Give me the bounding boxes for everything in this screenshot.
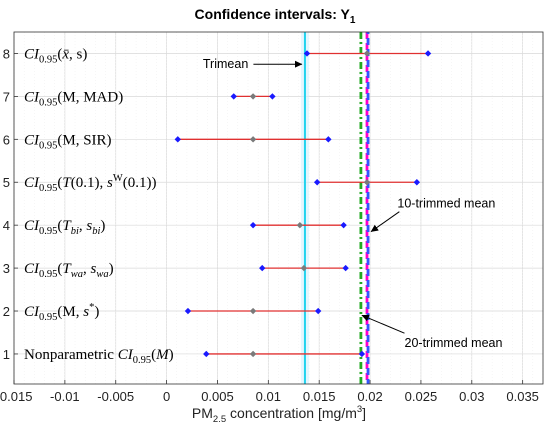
interval-label: CI0.95(Tbi, sbi) — [24, 218, 105, 237]
y-tick-label: 7 — [3, 89, 10, 104]
interval-low-marker — [184, 307, 192, 315]
annotation-text: 20-trimmed mean — [405, 336, 503, 350]
y-tick-label: 8 — [3, 46, 10, 61]
interval-mid-marker — [296, 221, 304, 229]
interval-high-marker — [424, 50, 432, 57]
annotation-text: Trimean — [203, 57, 248, 71]
x-tick-label: 0.035 — [506, 389, 539, 404]
x-tick-label: -0.015 — [0, 389, 32, 404]
x-tick-label: -0.005 — [97, 389, 134, 404]
chart-title: Confidence intervals: Y1 — [195, 6, 356, 26]
interval-mid-marker — [300, 264, 308, 272]
interval-low-marker — [203, 350, 210, 358]
x-axis-label: PM2.5 concentration [mg/m3] — [192, 404, 366, 425]
interval-low-marker — [259, 264, 266, 272]
annotations: Trimean 10-trimmed mean 20-trimmed mean — [203, 57, 503, 350]
interval-high-marker — [269, 93, 276, 100]
confidence-intervals — [174, 50, 432, 358]
x-tick-label: 0.005 — [201, 389, 234, 404]
y-tick-label: 5 — [3, 175, 10, 190]
interval-high-marker — [340, 221, 347, 229]
interval-high-marker — [314, 307, 322, 315]
y-tick-label: 2 — [3, 304, 10, 319]
x-axis-ticks: -0.015 -0.01 -0.005 0 0.005 0.01 0.015 0.02 0.02… — [0, 380, 539, 404]
x-tick-label: 0.025 — [405, 389, 438, 404]
interval-mid-marker — [363, 50, 371, 57]
interval-high-marker — [342, 264, 349, 272]
interval-mid-marker — [249, 136, 257, 143]
interval-low-marker — [313, 179, 321, 186]
interval-label: CI0.95(x̄, s) — [24, 46, 87, 65]
interval-low-marker — [249, 221, 257, 229]
interval-low-marker — [230, 93, 237, 100]
interval-label: CI0.95(M, MAD) — [24, 89, 123, 108]
x-tick-label: 0.01 — [256, 389, 281, 404]
interval-low-marker — [174, 136, 181, 143]
annotation-text: 10-trimmed mean — [397, 197, 495, 211]
y-tick-label: 6 — [3, 132, 10, 147]
annotation-arrow — [370, 211, 400, 233]
x-tick-label: -0.01 — [50, 389, 80, 404]
interval-labels: CI0.95(x̄, s) CI0.95(M, MAD) CI0.95(M, SIR… — [24, 46, 174, 365]
x-tick-label: 0 — [163, 389, 170, 404]
interval-mid-marker — [249, 307, 257, 315]
interval-mid-marker — [249, 93, 257, 100]
plot-frame — [13, 31, 544, 385]
y-axis-ticks: 1 2 3 4 5 6 7 8 — [3, 46, 18, 362]
interval-high-marker — [413, 179, 421, 186]
reference-lines — [303, 32, 370, 384]
annotation-arrow — [361, 314, 405, 334]
y-tick-label: 4 — [3, 218, 10, 233]
interval-low-marker — [303, 50, 311, 57]
y-tick-label: 1 — [3, 347, 10, 362]
x-tick-label: 0.015 — [303, 389, 336, 404]
interval-label: CI0.95(Twa, swa) — [24, 261, 114, 280]
y-tick-label: 3 — [3, 261, 10, 276]
interval-high-marker — [325, 136, 332, 143]
interval-mid-marker — [363, 179, 371, 186]
interval-label: CI0.95(M, SIR) — [24, 132, 112, 151]
x-tick-label: 0.03 — [459, 389, 484, 404]
interval-label: CI0.95(T(0.1), sW(0.1)) — [24, 173, 156, 194]
interval-high-marker — [358, 350, 366, 358]
interval-mid-marker — [249, 350, 257, 358]
interval-label: Nonparametric CI0.95(M) — [24, 347, 174, 366]
interval-label: CI0.95(M, s*) — [24, 302, 99, 323]
x-tick-label: 0.02 — [357, 389, 382, 404]
